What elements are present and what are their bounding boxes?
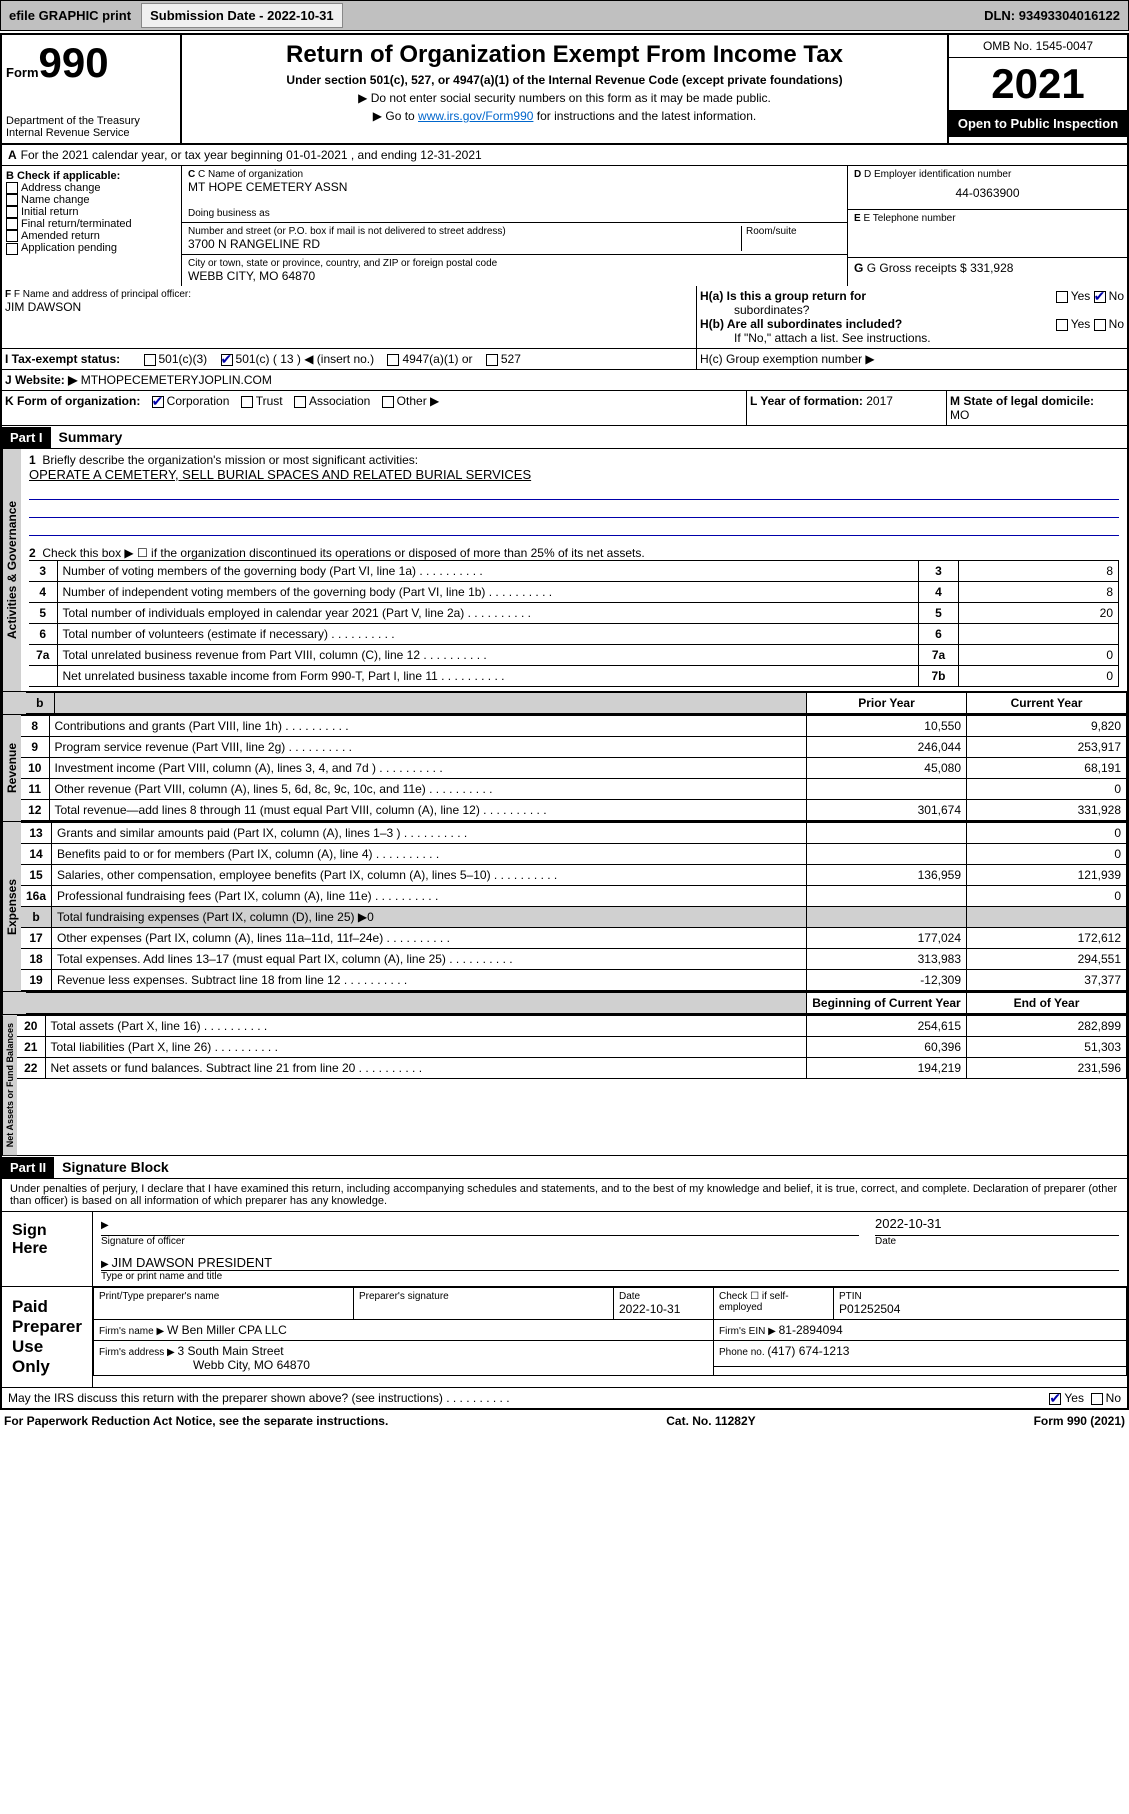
footer-right: Form 990 (2021): [1034, 1414, 1125, 1428]
irs-label: Internal Revenue Service: [6, 127, 176, 139]
dept-label: Department of the Treasury: [6, 115, 176, 127]
line-j: J Website: ▶ MTHOPECEMETERYJOPLIN.COM: [2, 370, 1127, 390]
firm-ein: 81-2894094: [779, 1323, 843, 1337]
irs-link[interactable]: www.irs.gov/Form990: [418, 109, 533, 123]
part-ii-header: Part II: [2, 1157, 54, 1178]
firm-name: W Ben Miller CPA LLC: [167, 1323, 287, 1337]
paid-preparer-label: Paid Preparer Use Only: [2, 1287, 92, 1387]
city-state-zip: WEBB CITY, MO 64870: [188, 269, 841, 283]
section-b-checks: B Check if applicable: Address changeNam…: [2, 166, 182, 286]
vtab-expenses: Expenses: [2, 822, 21, 991]
line-k: K Form of organization: Corporation Trus…: [2, 391, 747, 425]
vtab-revenue: Revenue: [2, 715, 21, 821]
d-label: D D Employer identification number: [854, 169, 1121, 180]
c-label: C C Name of organization: [188, 169, 841, 180]
line-l: L Year of formation: 2017: [747, 391, 947, 425]
submission-date-btn[interactable]: Submission Date - 2022-10-31: [141, 3, 343, 28]
check-address-change[interactable]: Address change: [6, 182, 177, 194]
line-i: I Tax-exempt status: 501(c)(3) 501(c) ( …: [2, 349, 697, 369]
line-a: AFor the 2021 calendar year, or tax year…: [2, 145, 1127, 166]
form-number: Form990: [6, 39, 176, 87]
top-bar: efile GRAPHIC print Submission Date - 20…: [0, 0, 1129, 31]
vtab-governance: Activities & Governance: [2, 449, 21, 691]
part-i-header: Part I: [2, 427, 51, 448]
f-label: F F Name and address of principal office…: [5, 289, 693, 300]
mission: OPERATE A CEMETERY, SELL BURIAL SPACES A…: [29, 467, 1119, 482]
org-name: MT HOPE CEMETERY ASSN: [188, 180, 841, 194]
check-initial-return[interactable]: Initial return: [6, 206, 177, 218]
check-final-return/terminated[interactable]: Final return/terminated: [6, 218, 177, 230]
ptin: P01252504: [839, 1302, 900, 1316]
discuss-row: May the IRS discuss this return with the…: [2, 1388, 1127, 1408]
omb-number: OMB No. 1545-0047: [949, 35, 1127, 58]
gross-receipts: 331,928: [970, 261, 1013, 275]
line-m: M State of legal domicile:MO: [947, 391, 1127, 425]
officer-name: JIM DAWSON PRESIDENT: [111, 1255, 272, 1270]
part-ii-title: Signature Block: [54, 1156, 177, 1178]
sign-here-label: Sign Here: [2, 1212, 92, 1286]
open-to-public: Open to Public Inspection: [949, 110, 1127, 137]
form-subtitle: Under section 501(c), 527, or 4947(a)(1)…: [188, 73, 941, 87]
footer-left: For Paperwork Reduction Act Notice, see …: [4, 1414, 388, 1428]
sign-date: 2022-10-31: [875, 1216, 1119, 1236]
line-hc: H(c) Group exemption number ▶: [697, 349, 1127, 369]
efile-label: efile GRAPHIC print: [1, 4, 139, 27]
street-address: 3700 N RANGELINE RD: [188, 237, 741, 251]
e-label: E E Telephone number: [854, 213, 1121, 224]
dln-label: DLN: 93493304016122: [976, 4, 1128, 27]
principal-officer: JIM DAWSON: [5, 300, 693, 314]
form-990: Form990 Department of the Treasury Inter…: [0, 33, 1129, 1410]
check-name-change[interactable]: Name change: [6, 194, 177, 206]
note-link: ▶ Go to www.irs.gov/Form990 for instruct…: [188, 109, 941, 123]
form-title: Return of Organization Exempt From Incom…: [188, 41, 941, 69]
perjury-declaration: Under penalties of perjury, I declare th…: [2, 1179, 1127, 1212]
ein: 44-0363900: [854, 180, 1121, 206]
footer-mid: Cat. No. 11282Y: [666, 1414, 755, 1428]
vtab-net-assets: Net Assets or Fund Balances: [2, 1015, 17, 1155]
tax-year: 2021: [949, 58, 1127, 110]
note-ssn: ▶ Do not enter social security numbers o…: [188, 91, 941, 105]
check-amended-return[interactable]: Amended return: [6, 230, 177, 242]
firm-phone: (417) 674-1213: [767, 1344, 849, 1358]
check-application-pending[interactable]: Application pending: [6, 242, 177, 254]
part-i-title: Summary: [51, 426, 131, 448]
